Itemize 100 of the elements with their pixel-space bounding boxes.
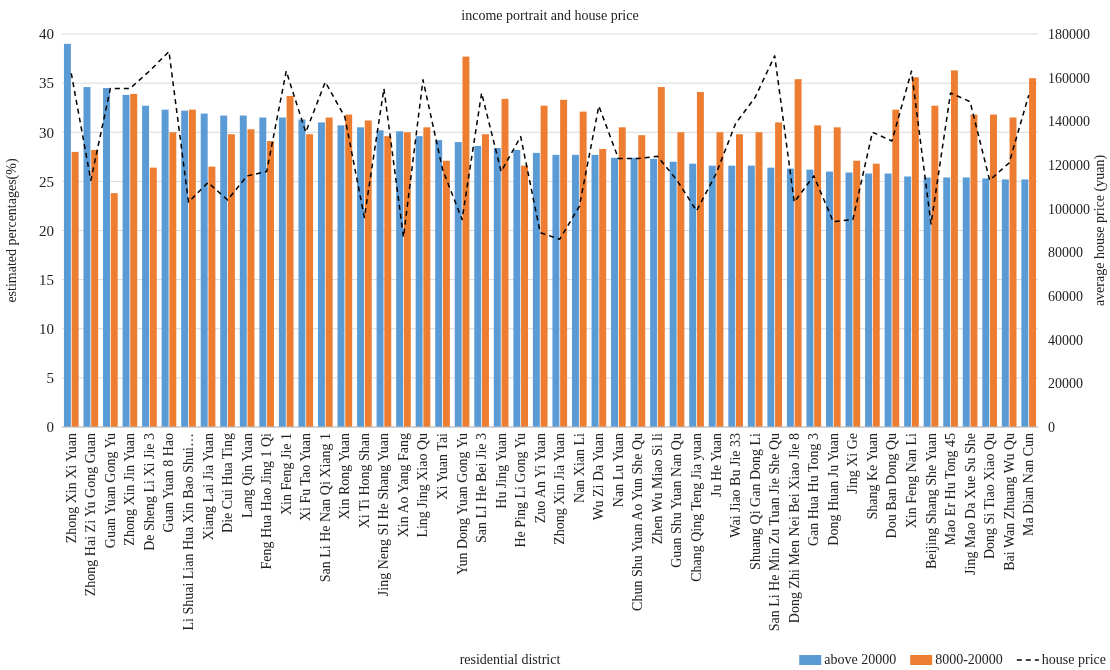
bar [169, 132, 177, 427]
x-tick-label: Xi Yuan Tai [435, 432, 451, 500]
legend-label: house price [1041, 652, 1106, 667]
bar [357, 127, 364, 427]
x-tick-label: San LI He Bei Jie 3 [474, 433, 490, 544]
x-tick-label: Dong Si Tiao Xiao Qu [982, 433, 998, 560]
bar [306, 134, 314, 427]
x-tick-label: San Li He Nan Qi Xiang 1 [317, 433, 333, 583]
y-tick-label: 40 [39, 26, 54, 43]
bar [423, 127, 431, 427]
bar [286, 95, 294, 427]
bar [669, 161, 677, 427]
bar [396, 131, 404, 427]
y2-tick-label: 20000 [1048, 376, 1083, 392]
x-tick-label: Gan Hua Hu Tong 3 [806, 433, 822, 547]
x-tick-label: Nan Xian Li [571, 432, 587, 503]
bar [493, 147, 501, 427]
bar [618, 127, 626, 427]
bar [970, 114, 978, 427]
x-tick-label: Zuo An Yi Yuan [532, 433, 548, 524]
x-tick-label: Dou Ban Dong Qu [884, 433, 900, 539]
bar [220, 115, 228, 427]
x-tick-label: Nan Lu Yuan [610, 433, 626, 508]
x-tick-label: Zhong Xin Jin Yuan [122, 433, 138, 546]
bar [278, 117, 286, 427]
x-tick-label: Li Shuai Lian Hua Xin Bao Shui… [181, 433, 196, 631]
bar [474, 146, 482, 427]
x-tick-label: Guan Yuan 8 Hao [161, 433, 177, 533]
bar [239, 115, 247, 427]
bar [775, 122, 783, 427]
y2-axis-title: average house price (yuan) [1092, 154, 1108, 307]
x-tick-label: Zhong Xin Jia Yuan [552, 433, 568, 545]
x-tick-label: Chang Qing Teng Jia yuan [689, 433, 705, 582]
bar [181, 110, 189, 427]
bar [579, 111, 587, 427]
bar [482, 134, 489, 427]
legend-label: above 20000 [824, 652, 897, 667]
bar [696, 91, 704, 427]
y-tick-label: 35 [39, 75, 54, 92]
y2-tick-label: 0 [1048, 419, 1055, 435]
bar [892, 109, 900, 427]
y2-tick-label: 140000 [1048, 114, 1090, 130]
x-tick-label: Ju He Yuan [708, 433, 724, 498]
bar [982, 178, 990, 427]
x-tick-label: Zhong Xin Xi Yuan [63, 433, 79, 544]
bar [911, 77, 919, 427]
y2-tick-label: 80000 [1048, 245, 1083, 261]
bar [435, 140, 443, 427]
bar [638, 135, 646, 427]
bar [814, 125, 822, 427]
bar [110, 193, 118, 427]
bar [689, 163, 697, 427]
bar [364, 120, 372, 427]
chart-title: income portrait and house price [461, 8, 639, 23]
bar [1029, 78, 1037, 427]
x-tick-label: San Li He Min Zu Tuan Jie She Qu [767, 433, 783, 632]
x-tick-label: Xin Ao Yang Fang [395, 433, 411, 538]
bar [990, 114, 997, 427]
legend-label: 8000-20000 [935, 652, 1003, 667]
bar [1021, 179, 1029, 427]
x-tick-label: Zhen Wu Miao Si li [649, 432, 665, 545]
x-tick-label: Ma Dian Nan Cun [1021, 433, 1037, 537]
x-axis-title: residential district [459, 652, 561, 667]
bar [200, 113, 208, 427]
bar [708, 165, 716, 427]
bar [736, 134, 743, 427]
y2-tick-label: 180000 [1048, 26, 1090, 42]
bar [599, 148, 607, 427]
bar [227, 134, 235, 427]
bar [259, 117, 267, 427]
bar [130, 93, 138, 427]
bar [571, 154, 579, 427]
y2-tick-label: 40000 [1048, 332, 1083, 348]
bar [794, 79, 802, 427]
x-tick-label: Jing Neng SI He Shang Yuan [376, 433, 392, 597]
bar [677, 132, 685, 427]
x-tick-label: Xin Rong Yuan [337, 433, 353, 520]
bar [540, 105, 548, 427]
bar [931, 105, 939, 427]
bar [298, 119, 306, 427]
bar [853, 160, 861, 427]
bar [462, 56, 470, 427]
bar [161, 109, 169, 427]
y-tick-label: 30 [39, 124, 54, 141]
bar [384, 136, 392, 427]
bar [884, 173, 892, 427]
bar [208, 166, 216, 427]
x-tick-label: Beijing Shang She Yuan [923, 433, 939, 569]
bar [188, 109, 196, 427]
bar [1001, 179, 1009, 427]
bar [872, 163, 880, 427]
y2-tick-label: 60000 [1048, 288, 1083, 304]
bar [521, 165, 529, 427]
x-tick-label: Xin Feng Nan Li [903, 432, 919, 529]
x-tick-label: Bai Wan Zhuang Wu Qu [1001, 433, 1017, 571]
x-tick-label: Guan Shu Yuan Nan Qu [669, 433, 685, 568]
bar [83, 87, 91, 427]
bar [91, 149, 99, 427]
bar [657, 87, 665, 427]
bar [267, 141, 274, 427]
